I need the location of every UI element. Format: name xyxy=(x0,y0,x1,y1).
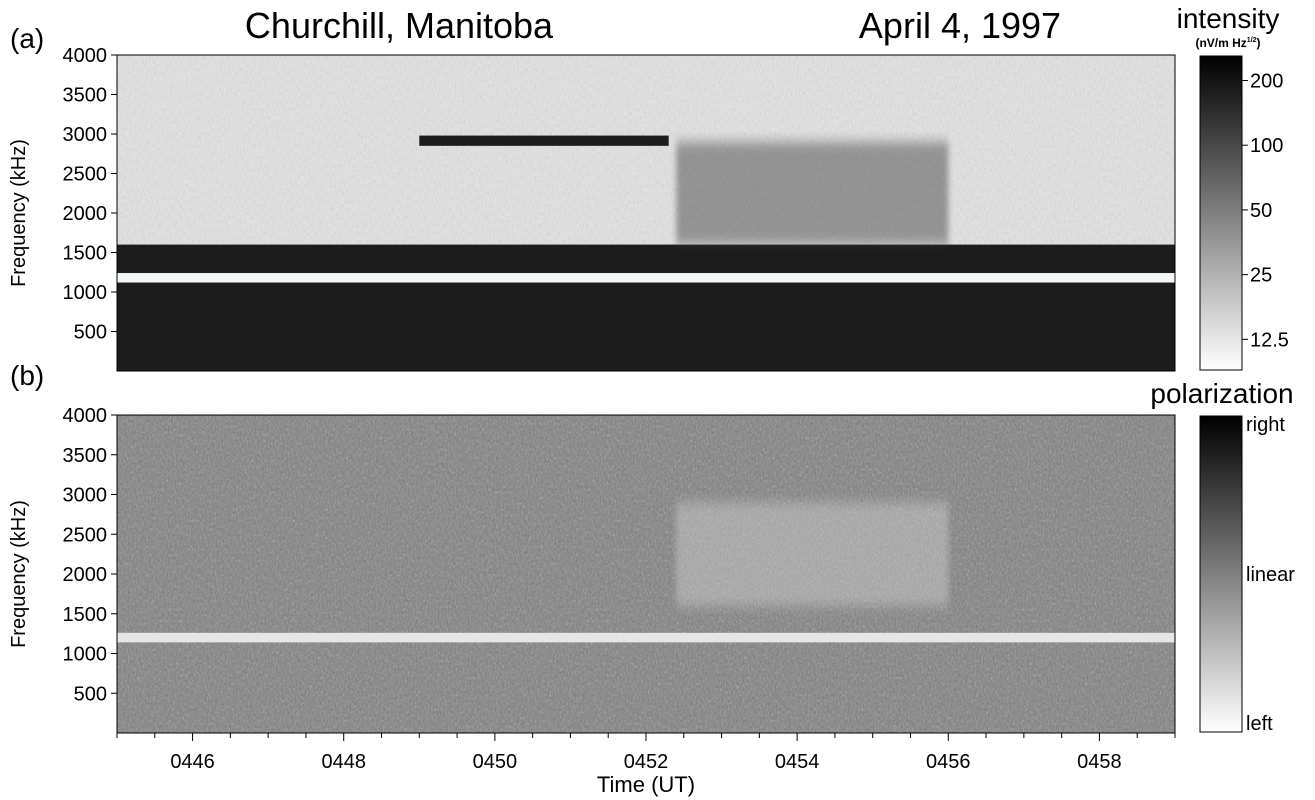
y-tick-label: 500 xyxy=(74,683,107,705)
panel-b-xlabel: Time (UT) xyxy=(597,772,695,797)
y-tick-label: 3000 xyxy=(63,485,108,507)
spectrogram-feature xyxy=(419,135,669,146)
panel-b: (b) 500 1000 1500 2000 2500 3000 3500 4000 0446… xyxy=(8,360,1295,797)
x-tick-label: 0446 xyxy=(170,751,215,773)
colorbar-a-units: (nV/m Hz1/2) xyxy=(1195,36,1260,50)
y-tick-label: 2500 xyxy=(63,524,108,546)
colorbar-tick-label: left xyxy=(1246,713,1273,735)
y-tick-label: 2000 xyxy=(63,564,108,586)
y-tick-label: 1000 xyxy=(63,282,108,304)
x-tick-label: 0452 xyxy=(624,751,669,773)
x-tick-label: 0448 xyxy=(321,751,366,773)
panel-a: (a) 500 1000 1500 2000 2500 3000 3500 4000 Freq… xyxy=(8,3,1289,372)
y-tick-label: 2500 xyxy=(63,164,108,186)
colorbar-a xyxy=(1199,55,1243,371)
panel-a-label: (a) xyxy=(10,23,44,54)
x-tick-label: 0456 xyxy=(926,751,971,773)
panel-b-spectrogram xyxy=(117,415,1175,733)
panel-a-ylabel: Frequency (kHz) xyxy=(8,139,30,287)
y-tick-label: 1500 xyxy=(63,243,108,265)
panel-b-label: (b) xyxy=(10,360,44,391)
y-tick-label: 1000 xyxy=(63,644,108,666)
y-tick-label: 4000 xyxy=(63,45,108,67)
x-tick-label: 0454 xyxy=(775,751,820,773)
y-tick-label: 3000 xyxy=(63,124,108,146)
panel-a-features xyxy=(117,135,1175,371)
y-tick-label: 500 xyxy=(74,322,107,344)
colorbar-b-ticks: right linear left xyxy=(1246,414,1295,735)
y-tick-label: 2000 xyxy=(63,203,108,225)
colorbar-a-ticks: 200 100 50 25 12.5 xyxy=(1242,70,1289,351)
figure-date: April 4, 1997 xyxy=(859,5,1061,46)
colorbar-tick-label: 200 xyxy=(1250,70,1283,92)
spectrogram-feature xyxy=(117,244,1175,371)
colorbar-tick-label: right xyxy=(1246,414,1285,436)
colorbar-tick-label: 12.5 xyxy=(1250,329,1289,351)
panel-b-noise xyxy=(117,415,1175,733)
y-tick-label: 4000 xyxy=(63,405,108,427)
spectrogram-feature xyxy=(676,502,949,606)
figure-location: Churchill, Manitoba xyxy=(245,5,554,46)
spectrogram-feature xyxy=(117,632,1175,643)
colorbar-tick-label: linear xyxy=(1246,564,1295,586)
colorbar-b-title: polarization xyxy=(1150,378,1293,409)
colorbar-b xyxy=(1199,415,1243,733)
colorbar-tick-label: 25 xyxy=(1250,265,1272,287)
spectrogram-feature xyxy=(117,273,1175,283)
panel-b-ylabel: Frequency (kHz) xyxy=(8,500,30,648)
y-tick-label: 3500 xyxy=(63,445,108,467)
x-tick-label: 0458 xyxy=(1077,751,1122,773)
x-tick-label: 0450 xyxy=(473,751,518,773)
y-tick-label: 1500 xyxy=(63,604,108,626)
colorbar-a-title: intensity xyxy=(1177,3,1280,34)
colorbar-tick-label: 50 xyxy=(1250,200,1272,222)
y-tick-label: 3500 xyxy=(63,85,108,107)
spectrogram-feature xyxy=(676,141,949,245)
panel-b-y-axis: 500 1000 1500 2000 2500 3000 3500 4000 xyxy=(63,405,117,705)
panel-b-features xyxy=(117,502,1175,643)
panel-a-spectrogram xyxy=(117,55,1175,371)
colorbar-tick-label: 100 xyxy=(1250,135,1283,157)
panel-a-y-axis: 500 1000 1500 2000 2500 3000 3500 4000 xyxy=(63,45,117,344)
panel-b-x-axis: 0446 0448 0450 0452 0454 0456 0458 xyxy=(116,733,1176,773)
